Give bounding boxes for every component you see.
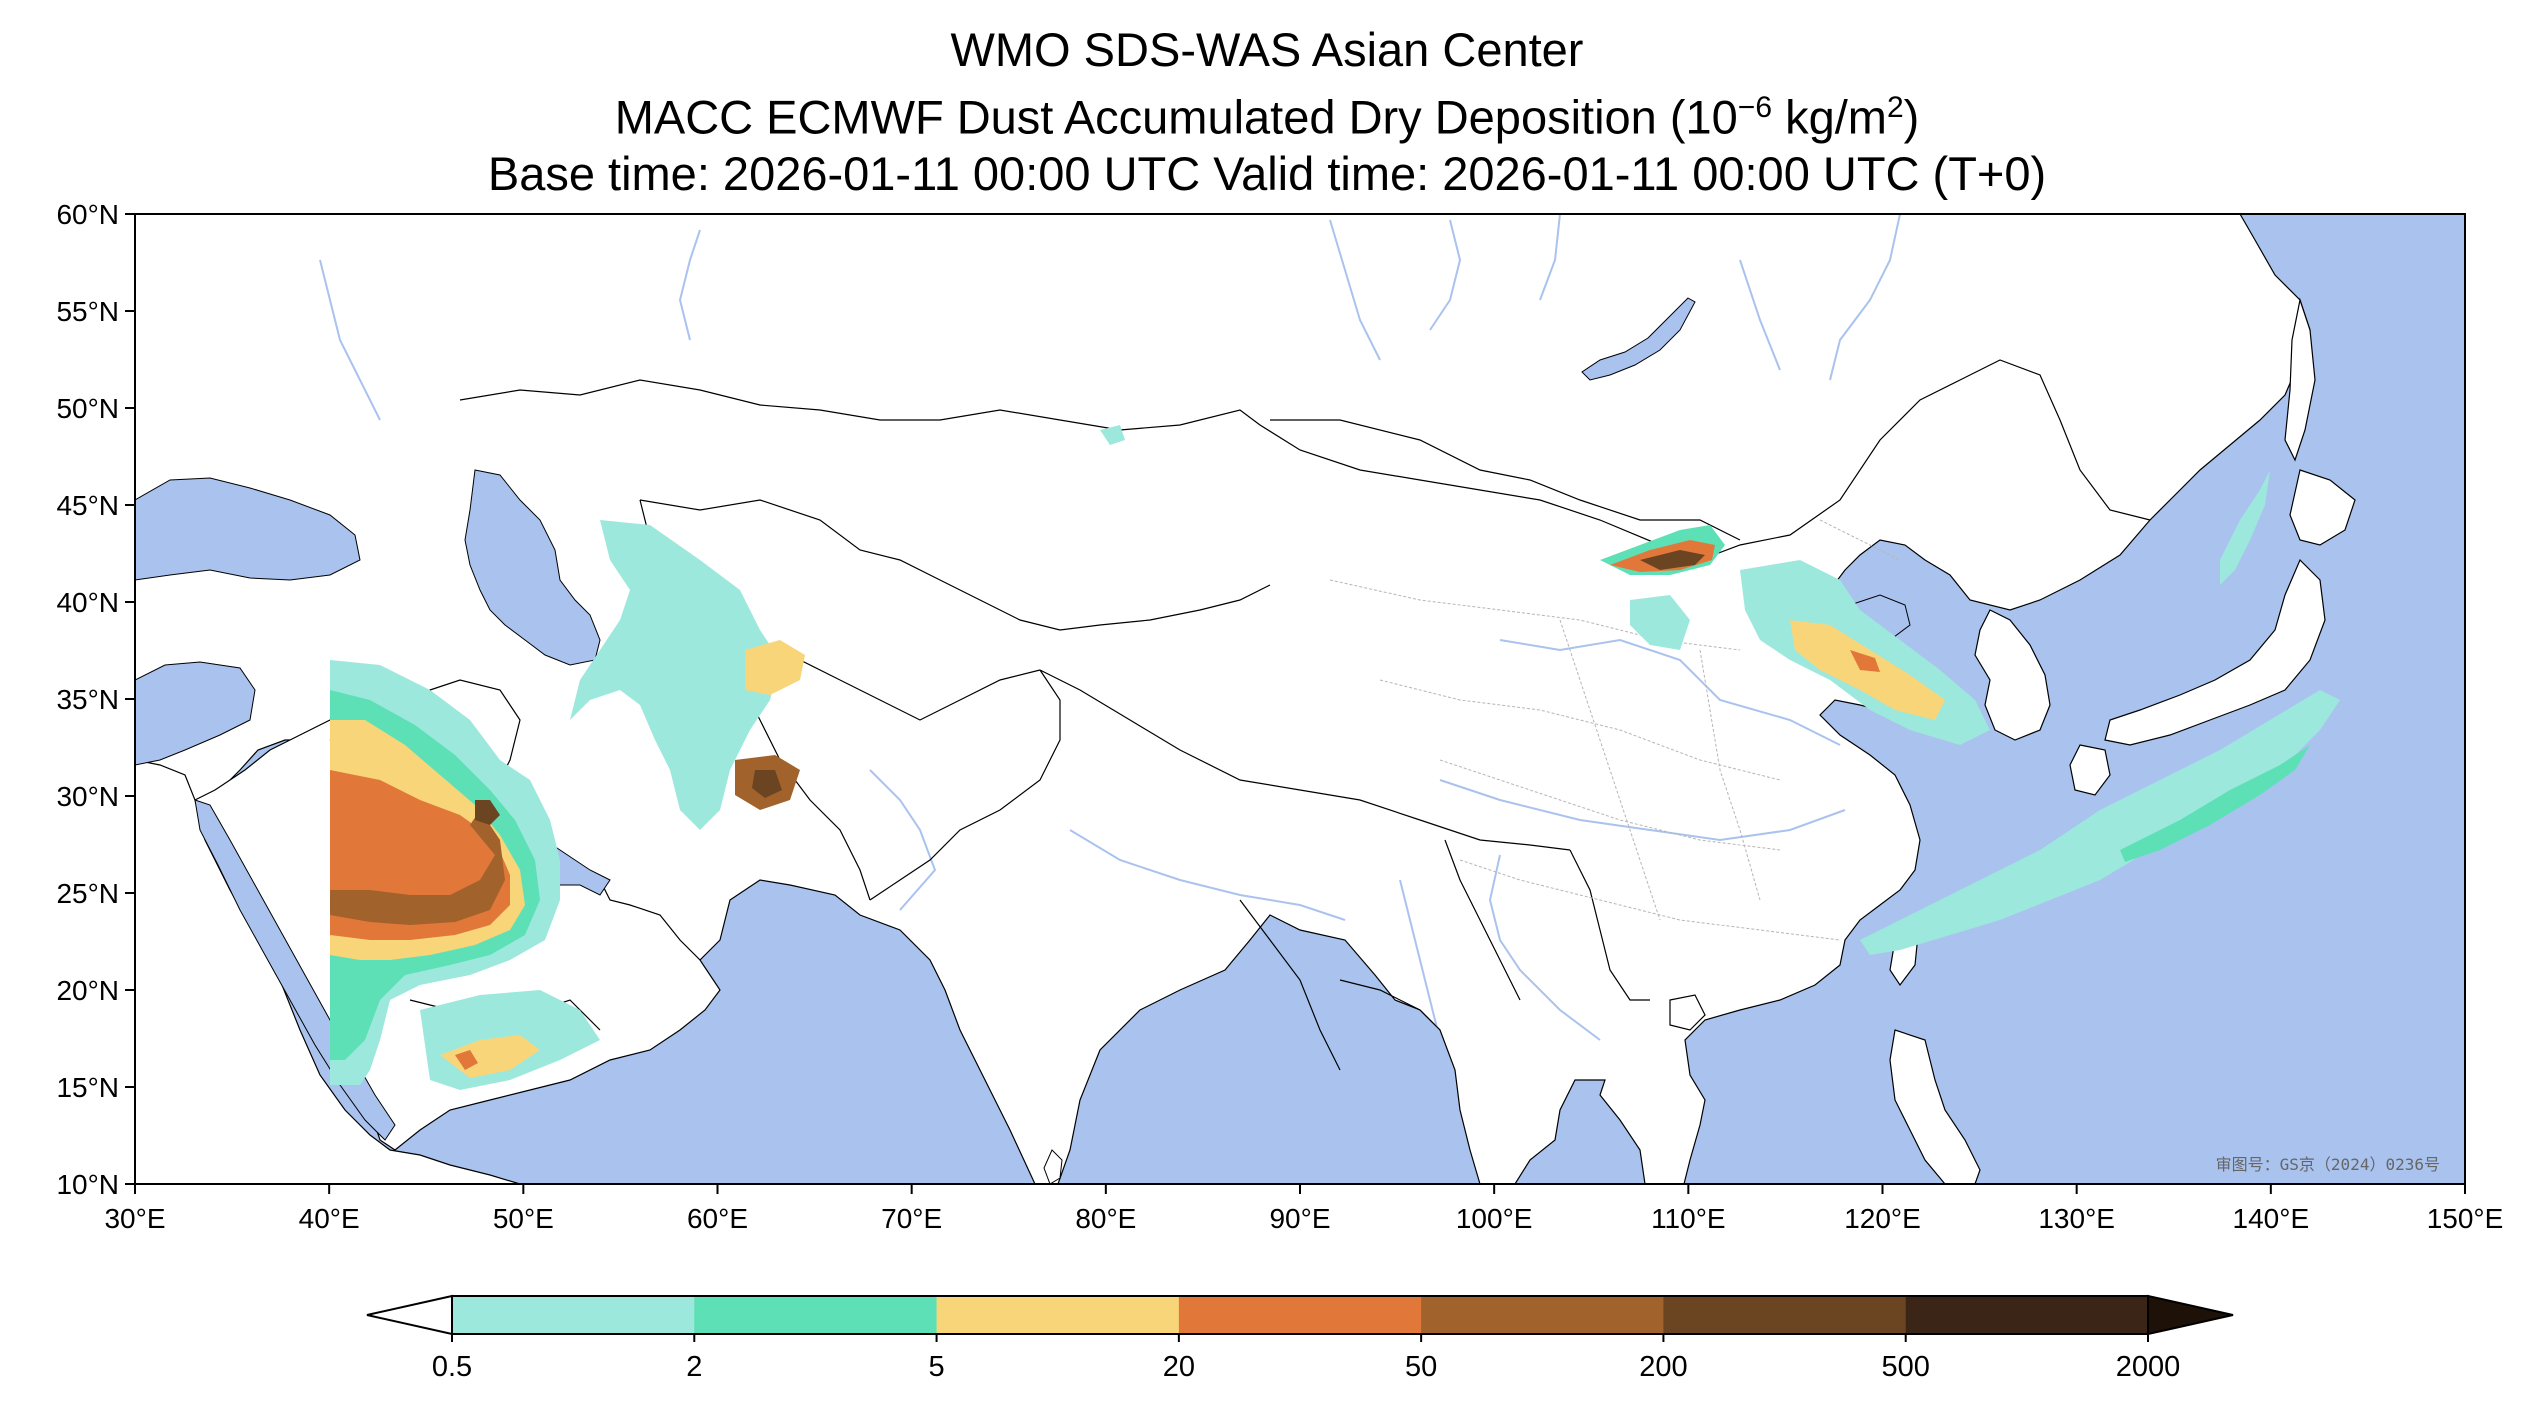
lat-tick-label: 35°N [56,684,119,715]
lon-tick-label: 150°E [2427,1203,2504,1234]
latitude-axis: 60°N 55°N 50°N 45°N 40°N 35°N 30°N 25°N 20°N 15°N… [56,199,135,1200]
title-text: MACC ECMWF Dust Accumulated Dry Depositi… [614,90,1738,144]
land-sakhalin [2284,297,2316,462]
colorbar-segment [1178,1296,1422,1334]
approval-number: 审图号：GS京（2024）0236号 [2216,1155,2440,1174]
dust-contours [330,425,2340,1090]
lon-tick-label: 140°E [2233,1203,2310,1234]
colorbar-tick-label: 50 [1405,1351,1437,1383]
colorbar-tick-label: 2 [686,1351,702,1383]
title-close: ) [1903,90,1920,144]
lat-tick-label: 20°N [56,975,119,1006]
lat-tick-label: 15°N [56,1072,119,1103]
lon-tick-label: 120°E [1844,1203,1921,1234]
title-unit-exponent: 2 [1886,91,1904,124]
title-line-3: Base time: 2026-01-11 00:00 UTC Valid ti… [487,147,2047,200]
colorbar-segment [1421,1296,1664,1334]
lat-tick-label: 50°N [56,393,119,424]
colorbar-segment [452,1296,695,1334]
colorbar: 0.5 2 5 20 50 200 500 2000 [366,1294,2234,1383]
lon-tick-label: 70°E [881,1203,942,1234]
contour-iran-0.5 [570,520,780,830]
colorbar-over-arrow [2147,1294,2234,1336]
map-area: 审图号：GS京（2024）0236号 [135,214,2465,1184]
colorbar-tick-label: 20 [1163,1351,1195,1383]
colorbar-frame [451,1295,2149,1335]
title-line-2: MACC ECMWF Dust Accumulated Dry Depositi… [0,93,2534,141]
lon-tick-label: 30°E [104,1203,165,1234]
rivers [319,214,1901,1041]
title-exponent: −6 [1737,91,1773,124]
title-unit: kg/m [1772,90,1887,144]
lon-tick-label: 60°E [687,1203,748,1234]
contour-yemen-20 [455,1050,478,1070]
contour-afghan-200 [752,770,782,798]
land-korea [1974,609,2051,741]
caspian-sea [464,469,601,666]
lat-tick-label: 45°N [56,490,119,521]
lat-tick-label: 60°N [56,199,119,230]
lon-tick-label: 50°E [493,1203,554,1234]
colorbar-segment [1905,1296,2149,1334]
colorbar-tick-label: 5 [929,1351,945,1383]
contour-mongolia-200 [1640,550,1705,570]
longitude-axis: 30°E 40°E 50°E 60°E 70°E 80°E 90°E 100°E 110°E 12… [104,1184,2503,1234]
colorbar-tick-label: 500 [1882,1351,1930,1383]
lat-tick-label: 10°N [56,1169,119,1200]
land-hainan [1669,994,1706,1031]
colorbar-tick-label: 200 [1639,1351,1687,1383]
lake-baikal [1581,297,1696,381]
lon-tick-label: 80°E [1075,1203,1136,1234]
lat-tick-label: 30°N [56,781,119,812]
lon-tick-label: 90°E [1269,1203,1330,1234]
contour-japan-sea-0.5 [2220,470,2270,585]
mediterranean-sea [135,661,256,766]
lat-tick-label: 25°N [56,878,119,909]
land-japan-kyushu [2069,744,2111,796]
contour-bohai-20 [1850,650,1880,672]
contour-arabia-50 [330,810,505,925]
land-japan-hokkaido [2289,469,2356,546]
lon-tick-label: 100°E [1456,1203,1533,1234]
land-luzon [1889,1029,1981,1184]
contour-nchina-0.5 [1630,595,1690,650]
province-lines [1329,519,1901,941]
colorbar-segment [1663,1296,1907,1334]
lon-tick-label: 40°E [299,1203,360,1234]
contour-arabia-200 [475,800,500,825]
contour-pacific-2 [2120,745,2310,862]
black-sea [135,477,361,581]
contour-afghan-5 [745,640,805,695]
lon-tick-label: 130°E [2038,1203,2115,1234]
country-borders [329,359,2151,1071]
lon-tick-label: 110°E [1651,1203,1726,1234]
land-japan-honshu [2104,558,2326,746]
lat-tick-label: 40°N [56,587,119,618]
contour-pacific-0.5 [1860,690,2340,955]
colorbar-tick-label: 0.5 [432,1351,472,1383]
land-sri-lanka [1043,1149,1063,1184]
lat-tick-label: 55°N [56,296,119,327]
contour-kz-0.5 [1100,425,1125,445]
title-line-1: WMO SDS-WAS Asian Center [950,23,1584,76]
colorbar-under-arrow [366,1294,453,1336]
colorbar-tick-label: 2000 [2116,1351,2181,1383]
colorbar-segment [936,1296,1180,1334]
colorbar-segment [694,1296,938,1334]
